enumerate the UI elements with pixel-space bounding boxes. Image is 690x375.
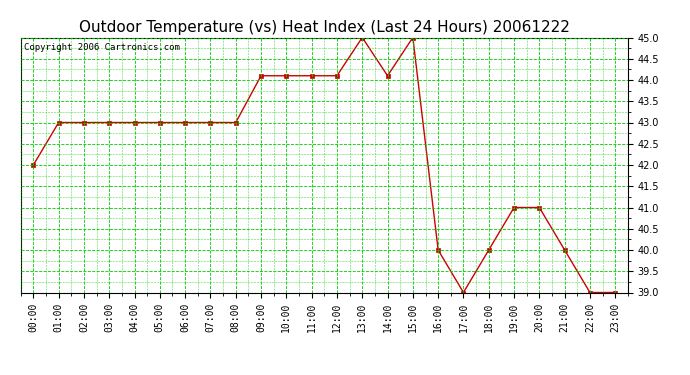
Title: Outdoor Temperature (vs) Heat Index (Last 24 Hours) 20061222: Outdoor Temperature (vs) Heat Index (Las… [79, 20, 570, 35]
Text: Copyright 2006 Cartronics.com: Copyright 2006 Cartronics.com [23, 43, 179, 52]
